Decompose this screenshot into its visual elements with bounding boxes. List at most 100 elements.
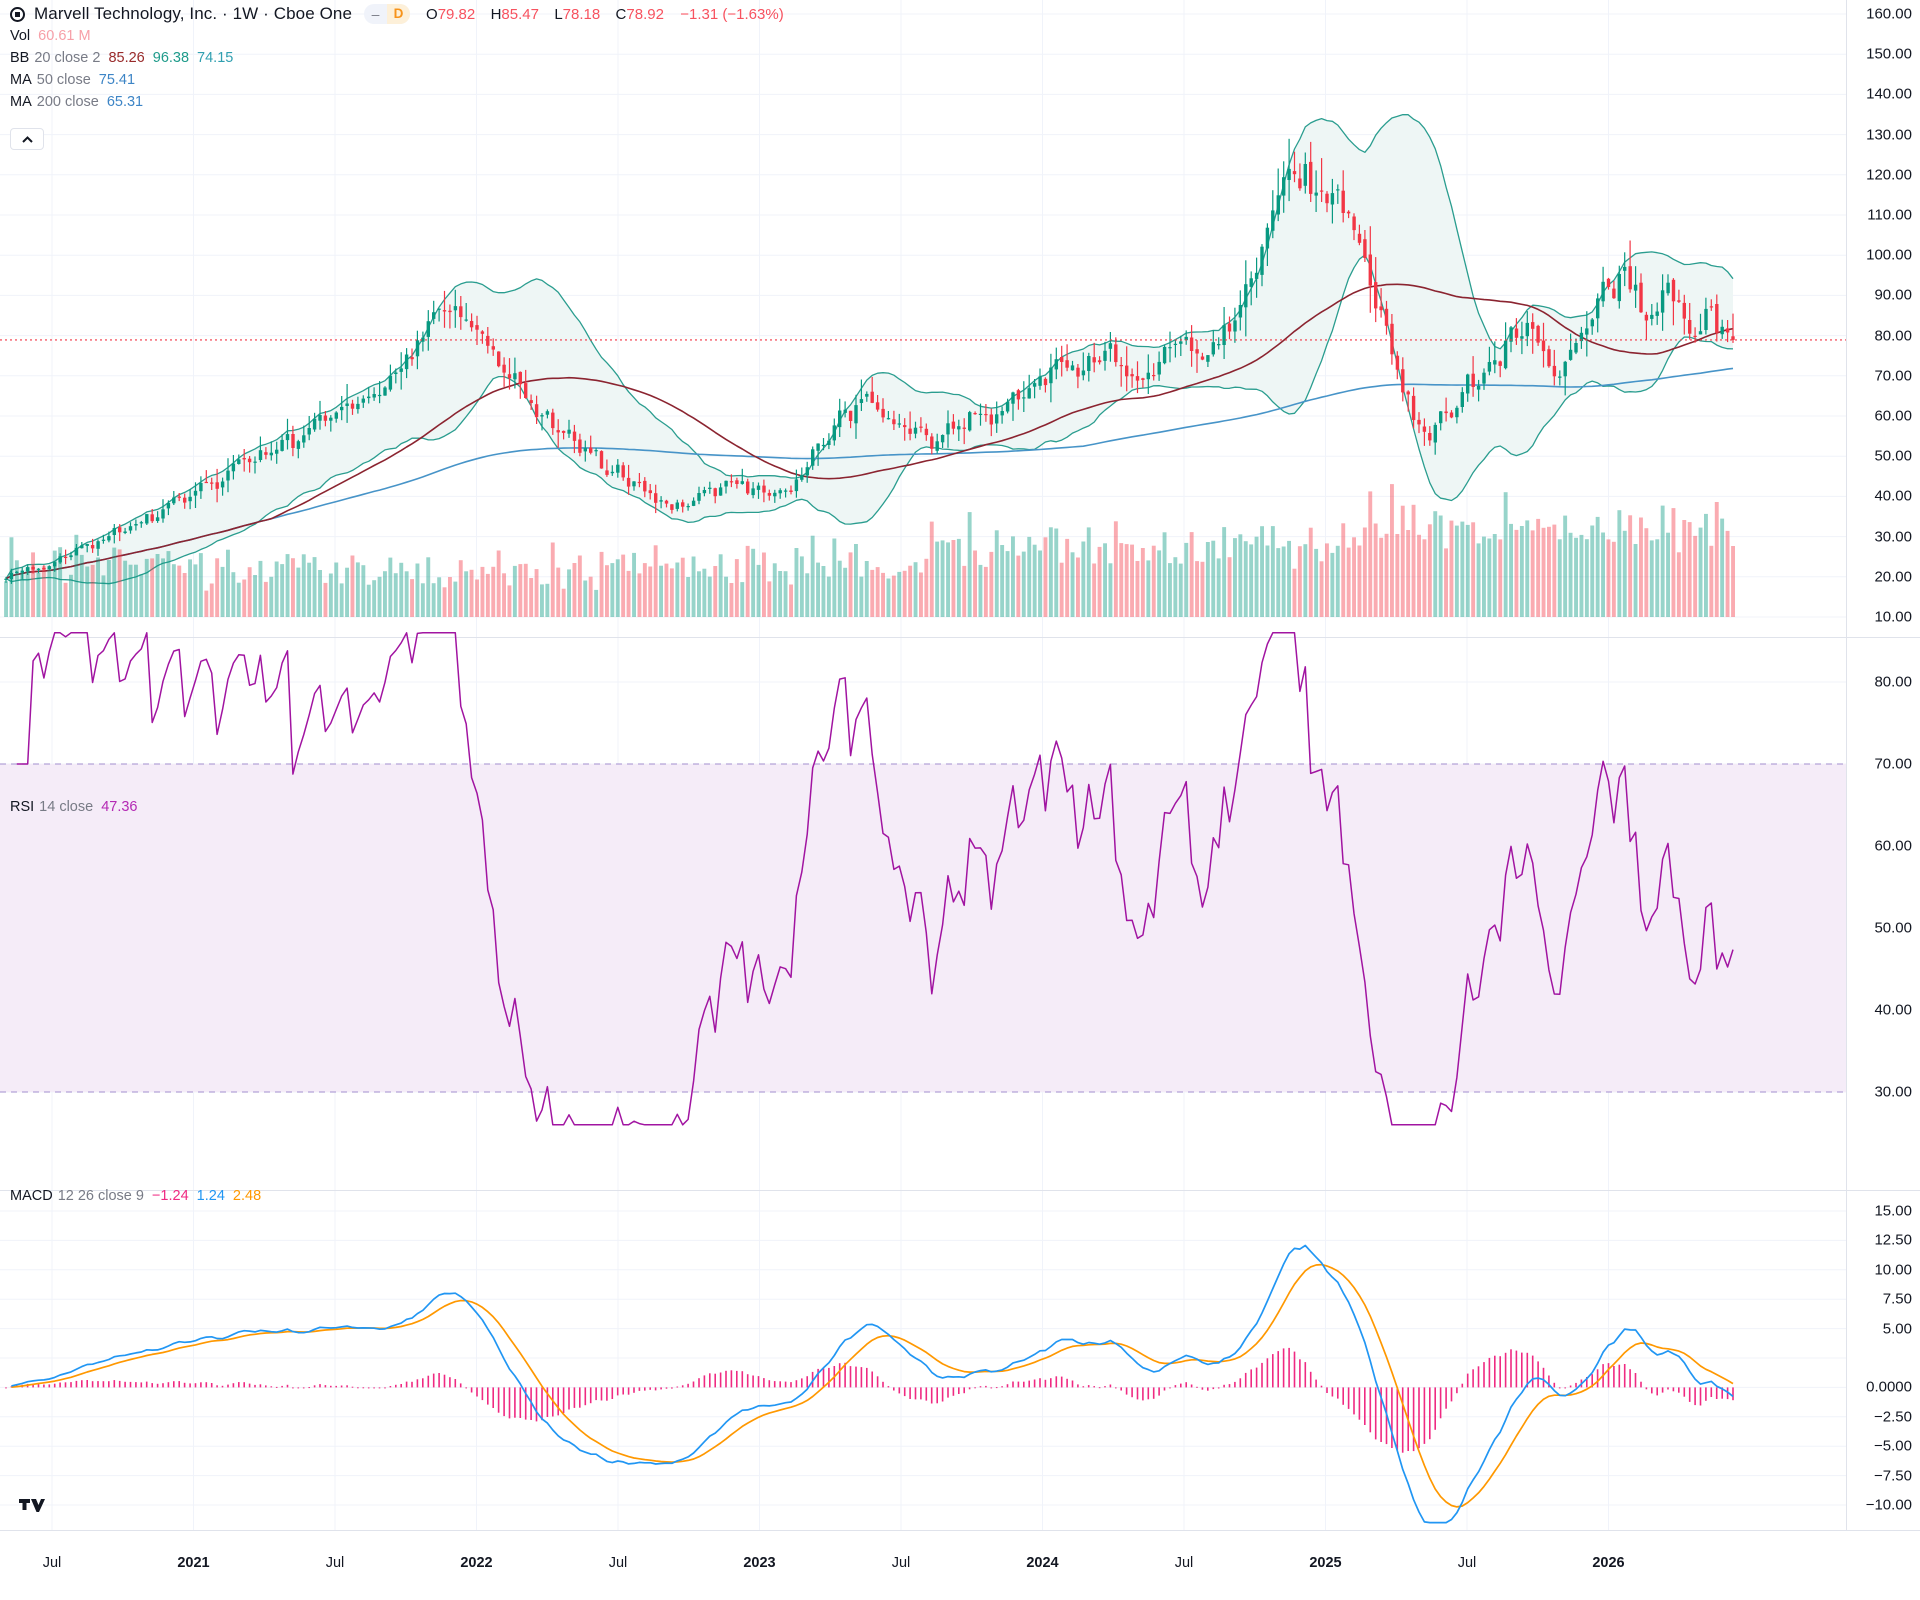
macd-legend-row[interactable]: MACD 12 26 close 9 −1.24 1.24 2.48 bbox=[10, 1185, 261, 1207]
session-badge[interactable]: – D bbox=[364, 4, 411, 24]
macd-signal-value: 2.48 bbox=[232, 1188, 262, 1204]
time-tick-label: 2021 bbox=[177, 1555, 210, 1571]
pane-separator-2 bbox=[0, 1190, 1920, 1191]
macd-line-value: 1.24 bbox=[196, 1188, 225, 1204]
ma50-params: 50 close bbox=[36, 72, 91, 88]
price-tick-label: 30.00 bbox=[1874, 528, 1912, 546]
bb-label: BB bbox=[10, 50, 30, 66]
macd-tick-label: 15.00 bbox=[1874, 1202, 1912, 1220]
volume-label: Vol bbox=[10, 28, 31, 44]
price-tick-label: 100.00 bbox=[1866, 246, 1912, 264]
macd-tick-label: −5.00 bbox=[1874, 1437, 1912, 1455]
bb-upper-value: 96.38 bbox=[152, 50, 190, 66]
price-tick-label: 20.00 bbox=[1874, 568, 1912, 586]
tradingview-logo[interactable] bbox=[12, 1484, 52, 1524]
macd-tick-label: 7.50 bbox=[1882, 1290, 1912, 1308]
close-label: C bbox=[615, 5, 627, 23]
price-tick-label: 120.00 bbox=[1866, 166, 1912, 184]
open-label: O bbox=[426, 5, 438, 23]
macd-params: 12 26 close 9 bbox=[57, 1188, 144, 1204]
bb-lower-value: 74.15 bbox=[197, 50, 234, 66]
price-tick-label: 50.00 bbox=[1874, 447, 1912, 465]
ma200-params: 200 close bbox=[36, 94, 99, 110]
rsi-tick-label: 60.00 bbox=[1874, 837, 1912, 855]
macd-hist-value: −1.24 bbox=[151, 1188, 189, 1204]
price-tick-label: 110.00 bbox=[1867, 206, 1912, 224]
time-tick-label: Jul bbox=[608, 1555, 628, 1571]
price-tick-label: 150.00 bbox=[1866, 45, 1912, 63]
price-tick-label: 160.00 bbox=[1866, 5, 1912, 23]
macd-tick-label: −7.50 bbox=[1874, 1467, 1912, 1485]
price-tick-label: 140.00 bbox=[1866, 85, 1912, 103]
price-pane-legend: Marvell Technology, Inc. · 1W · Cboe One… bbox=[10, 3, 784, 113]
rsi-pane[interactable] bbox=[0, 632, 1846, 1190]
low-label: L bbox=[554, 5, 563, 23]
page-title: Marvell Technology, Inc. · 1W · Cboe One bbox=[34, 4, 353, 23]
macd-chart-canvas bbox=[0, 1191, 1846, 1530]
price-tick-label: 40.00 bbox=[1874, 487, 1912, 505]
time-axis[interactable]: Jul 2021 Jul 2022 Jul 2023 Jul 2024 Jul 2025 Jul 20… bbox=[0, 1530, 1920, 1600]
ma200-legend-row[interactable]: MA 200 close 65.31 bbox=[10, 91, 784, 113]
macd-legend: MACD 12 26 close 9 −1.24 1.24 2.48 bbox=[10, 1185, 261, 1207]
ma200-label: MA bbox=[10, 94, 32, 110]
time-tick-label: Jul bbox=[325, 1555, 345, 1571]
scale-divider bbox=[1846, 0, 1847, 1530]
price-scale[interactable]: 160.00 150.00 140.00 130.00 120.00 110.00 100.… bbox=[1846, 0, 1920, 1600]
volume-value: 60.61 M bbox=[38, 28, 91, 44]
bb-legend-row[interactable]: BB 20 close 2 85.26 96.38 74.15 bbox=[10, 47, 784, 69]
symbol-title-row[interactable]: Marvell Technology, Inc. · 1W · Cboe One… bbox=[10, 3, 784, 25]
price-tick-label: 70.00 bbox=[1874, 367, 1912, 385]
tradingview-logo-icon bbox=[19, 1499, 45, 1512]
low-value: 78.18 bbox=[562, 5, 601, 23]
close-value: 78.92 bbox=[626, 5, 664, 23]
rsi-tick-label: 30.00 bbox=[1874, 1083, 1912, 1101]
time-tick-label: 2022 bbox=[460, 1555, 493, 1571]
volume-legend-row[interactable]: Vol 60.61 M bbox=[10, 25, 784, 47]
price-tick-label: 90.00 bbox=[1874, 286, 1912, 304]
rsi-value: 47.36 bbox=[101, 799, 138, 815]
session-dash: – bbox=[371, 6, 380, 22]
time-tick-label: Jul bbox=[891, 1555, 911, 1571]
bb-basis-value: 85.26 bbox=[108, 50, 145, 66]
time-tick-label: Jul bbox=[1174, 1555, 1194, 1571]
rsi-tick-label: 50.00 bbox=[1874, 919, 1912, 937]
time-tick-label: 2026 bbox=[1592, 1555, 1625, 1571]
collapse-legend-button[interactable] bbox=[10, 128, 44, 150]
open-value: 79.82 bbox=[437, 5, 476, 23]
rsi-tick-label: 80.00 bbox=[1874, 673, 1912, 691]
price-tick-label: 130.00 bbox=[1866, 126, 1912, 144]
time-tick-label: 2025 bbox=[1309, 1555, 1342, 1571]
high-value: 85.47 bbox=[501, 5, 539, 23]
macd-tick-label: 0.0000 bbox=[1866, 1378, 1912, 1396]
time-tick-label: Jul bbox=[42, 1555, 62, 1571]
rsi-legend: RSI 14 close 47.36 bbox=[10, 796, 137, 818]
rsi-tick-label: 70.00 bbox=[1874, 755, 1912, 773]
price-pane[interactable] bbox=[0, 0, 1846, 637]
rsi-legend-row[interactable]: RSI 14 close 47.36 bbox=[10, 796, 137, 818]
high-label: H bbox=[490, 5, 502, 23]
time-tick-label: Jul bbox=[1457, 1555, 1477, 1571]
rsi-tick-label: 40.00 bbox=[1874, 1001, 1912, 1019]
ma200-value: 65.31 bbox=[106, 94, 144, 110]
ma50-label: MA bbox=[10, 72, 32, 88]
price-tick-label: 60.00 bbox=[1874, 407, 1912, 425]
ma50-value: 75.41 bbox=[98, 72, 136, 88]
macd-tick-label: −10.00 bbox=[1865, 1496, 1912, 1514]
session-letter: D bbox=[387, 4, 411, 24]
rsi-params: 14 close bbox=[39, 799, 94, 815]
macd-tick-label: 12.50 bbox=[1874, 1231, 1912, 1249]
chevron-up-icon bbox=[21, 135, 33, 143]
symbol-circle-icon bbox=[10, 6, 25, 22]
ohlc-values: O79.82 H85.47 L78.18 C78.92 −1.31 (−1.63… bbox=[426, 6, 784, 23]
price-tick-label: 10.00 bbox=[1874, 608, 1912, 626]
pane-separator-1 bbox=[0, 637, 1920, 638]
macd-label: MACD bbox=[10, 1188, 53, 1204]
rsi-chart-canvas bbox=[0, 632, 1846, 1190]
macd-tick-label: 10.00 bbox=[1874, 1261, 1912, 1279]
ma50-legend-row[interactable]: MA 50 close 75.41 bbox=[10, 69, 784, 91]
macd-pane[interactable] bbox=[0, 1191, 1846, 1530]
macd-tick-label: 5.00 bbox=[1882, 1320, 1912, 1338]
rsi-label: RSI bbox=[10, 799, 35, 815]
time-tick-label: 2023 bbox=[743, 1555, 776, 1571]
